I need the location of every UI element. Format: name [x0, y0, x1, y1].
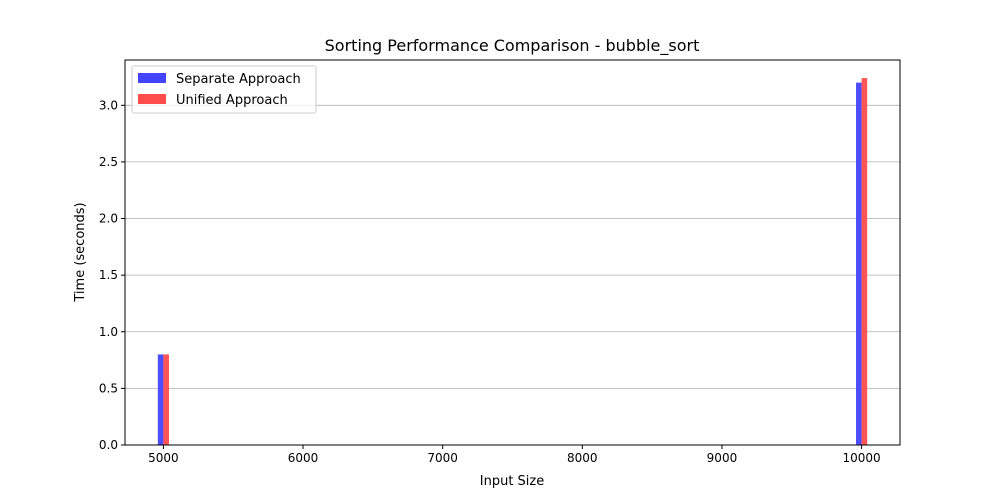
chart-title: Sorting Performance Comparison - bubble_… — [325, 36, 700, 56]
x-tick-label: 7000 — [427, 451, 458, 465]
bar-separate-10000 — [856, 82, 862, 445]
gridlines — [125, 104, 900, 446]
bar-unified-5000 — [163, 354, 169, 445]
y-tick-label: 2.5 — [99, 155, 118, 169]
y-tick-label: 0.0 — [99, 438, 118, 452]
y-tick-label: 3.0 — [99, 98, 118, 112]
legend-label-unified: Unified Approach — [176, 93, 288, 108]
y-tick-label: 1.5 — [99, 268, 118, 282]
legend-swatch-separate — [138, 73, 166, 83]
y-axis-label: Time (seconds) — [73, 202, 88, 302]
legend-swatch-unified — [138, 94, 166, 104]
x-tick-label: 5000 — [148, 451, 179, 465]
legend-box — [131, 65, 317, 114]
y-tick-label: 2.0 — [99, 212, 118, 226]
x-tick-label: 6000 — [288, 451, 319, 465]
legend: Separate Approach Unified Approach — [131, 65, 317, 114]
bar-unified-10000 — [861, 78, 868, 445]
x-axis-ticks: 5000 6000 7000 8000 9000 10000 — [148, 445, 881, 465]
bars — [157, 78, 868, 445]
y-axis-ticks: 0.0 0.5 1.0 1.5 2.0 2.5 3.0 — [99, 98, 125, 452]
x-tick-label: 8000 — [567, 451, 598, 465]
legend-label-separate: Separate Approach — [176, 72, 301, 87]
y-tick-label: 0.5 — [99, 381, 118, 395]
x-tick-label: 10000 — [843, 451, 881, 465]
bar-separate-5000 — [157, 354, 164, 445]
y-tick-label: 1.0 — [99, 325, 118, 339]
x-axis-label: Input Size — [480, 474, 544, 489]
plot-frame — [124, 59, 901, 446]
x-tick-label: 9000 — [707, 451, 738, 465]
